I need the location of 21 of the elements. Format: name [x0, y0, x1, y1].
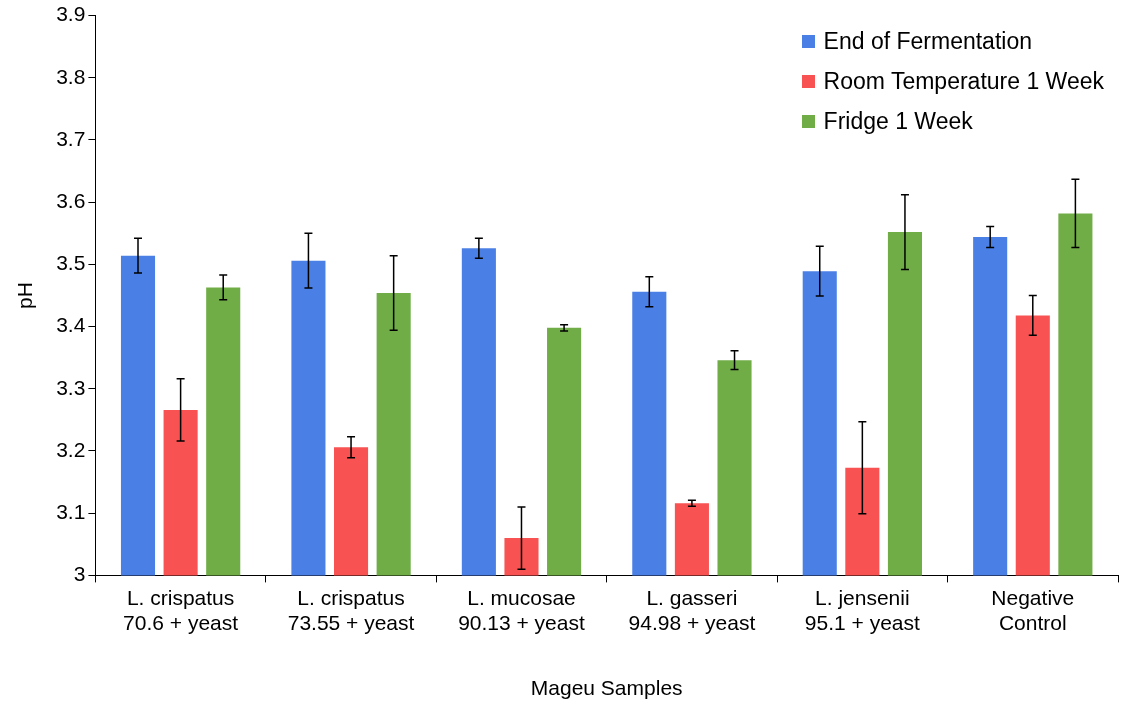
- x-tick-label: L. mucosae 90.13 + yeast: [458, 585, 585, 634]
- y-tick-label: 3.9: [56, 2, 86, 26]
- y-tick-label: 3.6: [56, 189, 86, 212]
- y-tick-label: 3.1: [56, 500, 86, 523]
- legend-label: Fridge 1 Week: [823, 108, 973, 136]
- y-tick-label: 3.3: [56, 375, 86, 399]
- x-tick-label: L. crispatus 73.55 + yeast: [287, 585, 415, 634]
- y-tick-label: 3.8: [56, 64, 86, 88]
- legend-label: End of Fermentation: [823, 28, 1032, 56]
- x-tick-label: L. jensenii 95.1 + yeast: [804, 585, 921, 634]
- y-tick-label: 3: [73, 562, 86, 586]
- y-tick-label: 3.5: [56, 251, 86, 275]
- legend-label: Room Temperature 1 Week: [823, 68, 1104, 96]
- x-axis-title: Mageu Samples: [530, 676, 683, 700]
- y-tick-label: 3.4: [56, 313, 86, 337]
- y-axis-title: pH: [13, 282, 37, 309]
- y-tick-label: 3.7: [56, 126, 86, 150]
- x-tick-label: L. crispatus 70.6 + yeast: [123, 585, 239, 634]
- y-tick-label: 3.2: [56, 437, 86, 461]
- x-tick-label: L. gasseri 94.98 + yeast: [628, 585, 756, 634]
- x-tick-label: Negative Control: [991, 585, 1075, 634]
